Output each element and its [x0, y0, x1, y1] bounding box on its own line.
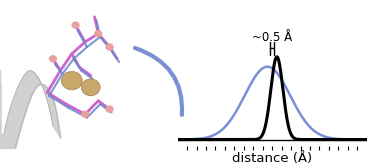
Circle shape	[95, 31, 102, 37]
FancyArrowPatch shape	[135, 48, 182, 115]
Circle shape	[106, 106, 113, 112]
Circle shape	[81, 79, 100, 96]
Text: ~0.5 Å: ~0.5 Å	[252, 31, 292, 44]
Circle shape	[61, 71, 82, 90]
Circle shape	[106, 44, 113, 50]
Circle shape	[50, 56, 56, 62]
Circle shape	[72, 22, 79, 28]
X-axis label: distance (Å): distance (Å)	[232, 152, 312, 165]
Circle shape	[82, 111, 88, 117]
